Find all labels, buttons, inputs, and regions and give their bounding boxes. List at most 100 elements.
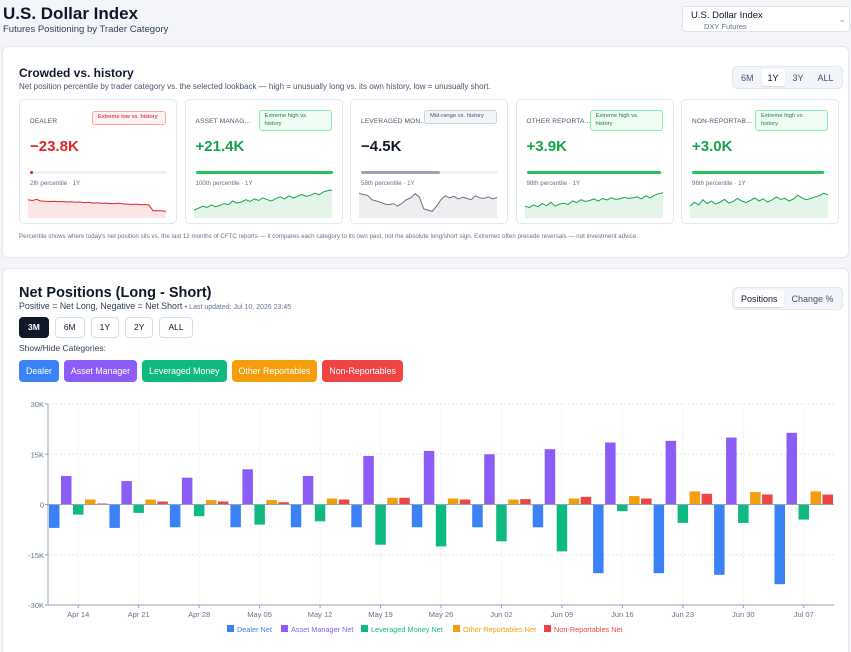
legend-label[interactable]: Dealer Net bbox=[237, 625, 272, 634]
market-select-sub: DXY Futures bbox=[704, 22, 747, 31]
bar-dealer-net[interactable] bbox=[714, 504, 725, 575]
bar-asset-manager-net[interactable] bbox=[181, 477, 193, 505]
bar-leveraged-money-net[interactable] bbox=[798, 504, 810, 520]
bar-other-reportables-net[interactable] bbox=[447, 498, 459, 505]
y-tick-label: 15K bbox=[31, 450, 44, 459]
bar-other-reportables-net[interactable] bbox=[810, 491, 822, 505]
legend-label[interactable]: Leveraged Money Net bbox=[371, 625, 443, 634]
bar-asset-manager-net[interactable] bbox=[302, 476, 314, 505]
bar-asset-manager-net[interactable] bbox=[605, 442, 616, 505]
bar-dealer-net[interactable] bbox=[109, 504, 120, 528]
bar-other-reportables-net[interactable] bbox=[568, 498, 580, 505]
bar-non-reportables-net[interactable] bbox=[338, 499, 350, 505]
x-tick-label: Jun 02 bbox=[490, 610, 513, 619]
bar-leveraged-money-net[interactable] bbox=[133, 504, 144, 513]
bar-other-reportables-net[interactable] bbox=[266, 500, 277, 505]
bar-leveraged-money-net[interactable] bbox=[193, 504, 205, 517]
bar-asset-manager-net[interactable] bbox=[544, 449, 556, 505]
net-position-value: +3.0K bbox=[692, 138, 733, 155]
legend-swatch[interactable] bbox=[453, 625, 460, 632]
toggle-leveraged-money[interactable]: Leveraged Money bbox=[142, 360, 227, 382]
percentile-card-name: NON-REPORTAB... bbox=[692, 118, 753, 125]
bar-non-reportables-net[interactable] bbox=[701, 493, 713, 505]
range-all-button[interactable]: ALL bbox=[159, 317, 193, 338]
bar-non-reportables-net[interactable] bbox=[641, 498, 652, 505]
toggle-dealer[interactable]: Dealer bbox=[19, 360, 59, 382]
bar-other-reportables-net[interactable] bbox=[689, 491, 701, 505]
bar-asset-manager-net[interactable] bbox=[363, 455, 374, 505]
lookback-6m[interactable]: 6M bbox=[741, 73, 754, 83]
bar-leveraged-money-net[interactable] bbox=[556, 504, 568, 552]
bar-dealer-net[interactable] bbox=[169, 504, 181, 528]
bar-dealer-net[interactable] bbox=[411, 504, 423, 528]
bar-dealer-net[interactable] bbox=[653, 504, 665, 574]
bar-dealer-net[interactable] bbox=[230, 504, 241, 528]
toggle-other-reportables[interactable]: Other Reportables bbox=[231, 360, 318, 382]
bar-other-reportables-net[interactable] bbox=[508, 499, 519, 505]
bar-non-reportables-net[interactable] bbox=[822, 494, 834, 505]
bar-non-reportables-net[interactable] bbox=[580, 496, 592, 505]
legend-label[interactable]: Non-Reportables Net bbox=[554, 625, 623, 634]
bar-asset-manager-net[interactable] bbox=[484, 454, 495, 505]
range-6m-button[interactable]: 6M bbox=[54, 317, 85, 338]
bar-other-reportables-net[interactable] bbox=[145, 499, 156, 505]
bar-leveraged-money-net[interactable] bbox=[314, 504, 326, 522]
bar-leveraged-money-net[interactable] bbox=[738, 504, 749, 523]
bar-other-reportables-net[interactable] bbox=[387, 497, 398, 505]
bar-leveraged-money-net[interactable] bbox=[375, 504, 386, 545]
bar-dealer-net[interactable] bbox=[290, 504, 302, 528]
lookback-3y[interactable]: 3Y bbox=[792, 73, 804, 83]
bar-asset-manager-net[interactable] bbox=[121, 481, 132, 505]
bar-dealer-net[interactable] bbox=[532, 504, 544, 528]
bar-non-reportables-net[interactable] bbox=[762, 494, 773, 505]
bar-other-reportables-net[interactable] bbox=[750, 492, 761, 505]
legend-swatch[interactable] bbox=[227, 625, 234, 632]
bar-leveraged-money-net[interactable] bbox=[73, 504, 84, 515]
x-tick-label: Jun 23 bbox=[672, 610, 695, 619]
net-positions-chart: 30K 15K 0 -15K -30K Apr 14 Apr 21 Apr 28 May 05 M… bbox=[28, 400, 834, 634]
bar-non-reportables-net[interactable] bbox=[217, 501, 229, 505]
bar-asset-manager-net[interactable] bbox=[242, 469, 253, 505]
legend-swatch[interactable] bbox=[361, 625, 368, 632]
range-3m-button[interactable]: 3M bbox=[19, 317, 49, 338]
legend-swatch[interactable] bbox=[281, 625, 288, 632]
market-select[interactable]: U.S. Dollar Index DXY Futures ⌄ bbox=[682, 6, 850, 32]
bar-asset-manager-net[interactable] bbox=[61, 476, 72, 505]
bar-leveraged-money-net[interactable] bbox=[677, 504, 689, 523]
bar-dealer-net[interactable] bbox=[593, 504, 604, 574]
toggle-asset-manager[interactable]: Asset Manager bbox=[63, 360, 138, 382]
bar-leveraged-money-net[interactable] bbox=[496, 504, 507, 542]
bar-other-reportables-net[interactable] bbox=[205, 500, 217, 505]
bar-dealer-net[interactable] bbox=[49, 504, 60, 528]
bar-leveraged-money-net[interactable] bbox=[254, 504, 265, 525]
bar-dealer-net[interactable] bbox=[774, 504, 786, 585]
bar-leveraged-money-net[interactable] bbox=[617, 504, 628, 512]
bar-non-reportables-net[interactable] bbox=[157, 501, 168, 505]
range-2y-button[interactable]: 2Y bbox=[125, 317, 154, 338]
bar-leveraged-money-net[interactable] bbox=[435, 504, 447, 547]
percentile-card-asset-manag: ASSET MANAG... Extreme high vs. history +2… bbox=[184, 99, 343, 224]
bar-dealer-net[interactable] bbox=[472, 504, 483, 528]
lookback-all[interactable]: ALL bbox=[817, 73, 834, 83]
tab-positions[interactable]: Positions bbox=[735, 290, 784, 307]
bar-non-reportables-net[interactable] bbox=[459, 499, 471, 505]
bar-asset-manager-net[interactable] bbox=[786, 432, 798, 505]
bar-other-reportables-net[interactable] bbox=[326, 498, 338, 505]
tab-change[interactable]: Change % bbox=[791, 294, 834, 304]
bar-non-reportables-net[interactable] bbox=[278, 502, 289, 505]
bar-other-reportables-net[interactable] bbox=[629, 496, 640, 505]
range-1y-button[interactable]: 1Y bbox=[90, 317, 120, 338]
bar-asset-manager-net[interactable] bbox=[423, 450, 435, 505]
bar-asset-manager-net[interactable] bbox=[665, 440, 677, 505]
bar-non-reportables-net[interactable] bbox=[399, 497, 410, 505]
legend-label[interactable]: Asset Manager Net bbox=[291, 625, 353, 634]
bar-dealer-net[interactable] bbox=[351, 504, 362, 528]
toggle-non-reportables[interactable]: Non-Reportables bbox=[322, 360, 403, 382]
bar-asset-manager-net[interactable] bbox=[726, 437, 737, 505]
bar-other-reportables-net[interactable] bbox=[85, 499, 96, 505]
lookback-1y[interactable]: 1Y bbox=[761, 69, 785, 86]
legend-label[interactable]: Other Reportables Net bbox=[463, 625, 536, 634]
legend-swatch[interactable] bbox=[544, 625, 551, 632]
percentile-card-leveraged-mon: LEVERAGED MON... Mid-range vs. history −4.… bbox=[350, 99, 508, 224]
bar-non-reportables-net[interactable] bbox=[520, 499, 531, 505]
